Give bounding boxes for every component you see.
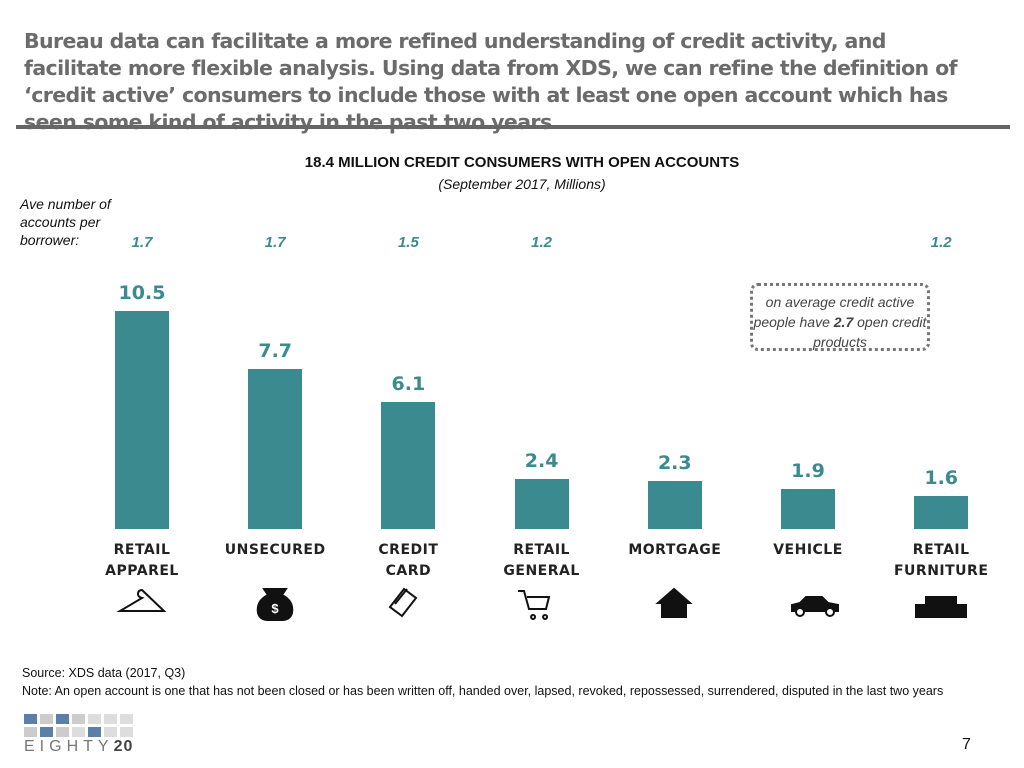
category-label: RETAIL APPAREL	[105, 542, 179, 579]
hanger-icon	[116, 588, 167, 612]
value-label: 2.4	[524, 450, 559, 473]
page-number: 7	[962, 736, 971, 753]
average-label: Ave number of accounts per borrower:	[20, 196, 111, 248]
category-label: VEHICLE	[773, 542, 843, 558]
house-icon	[655, 587, 693, 618]
sofa-icon	[915, 596, 967, 618]
value-label: 7.7	[258, 339, 293, 362]
car-wheel	[795, 607, 805, 617]
category-label: RETAIL GENERAL	[503, 542, 580, 579]
icons: $	[116, 587, 967, 621]
note: Note: An open account is one that has no…	[22, 684, 944, 698]
category-label: UNSECURED	[224, 542, 326, 558]
value-label: 1.6	[924, 466, 959, 489]
bar	[381, 402, 436, 529]
logo-number: 20	[113, 738, 134, 755]
value-label: 2.3	[657, 452, 692, 475]
value-label: 10.5	[118, 281, 166, 304]
category-label: MORTGAGE	[628, 542, 722, 558]
slide-title: Bureau data can facilitate a more refine…	[24, 29, 958, 134]
money-icon	[256, 588, 294, 621]
callout-text: on average credit active people have	[753, 294, 915, 330]
car-wheel	[825, 607, 835, 617]
bar	[115, 310, 169, 529]
chart-title: 18.4 MILLION CREDIT CONSUMERS WITH OPEN …	[304, 154, 740, 171]
category-label: RETAIL FURNITURE	[893, 542, 989, 579]
card-icon	[388, 587, 418, 618]
callout-text: open credit products	[813, 314, 927, 350]
logo-word: EIGHTY	[24, 738, 114, 755]
value-label: 6.1	[391, 373, 426, 396]
logo-text: EIGHTY20	[24, 738, 133, 756]
callout-value: 2.7	[833, 314, 854, 330]
average-value: 1.5	[397, 234, 419, 251]
callout: on average credit active people have 2.7…	[750, 283, 930, 351]
bar	[248, 368, 303, 529]
bar	[514, 479, 569, 529]
average-value: 1.7	[264, 234, 286, 251]
average-value: 1.2	[531, 234, 553, 251]
chart-subtitle: (September 2017, Millions)	[438, 176, 606, 192]
icon-glyph: $	[271, 601, 279, 616]
average-value: 1.7	[131, 234, 153, 251]
divider	[16, 125, 1010, 129]
cart-icon	[518, 590, 551, 620]
bar	[914, 495, 969, 529]
average-value: 1.2	[930, 234, 952, 251]
bar	[647, 481, 702, 529]
bar	[781, 489, 835, 529]
value-label: 1.9	[791, 460, 825, 483]
category-label: CREDIT CARD	[378, 542, 439, 579]
car-icon	[791, 596, 839, 612]
logo-mark	[24, 714, 133, 737]
source: Source: XDS data (2017, Q3)	[22, 666, 186, 680]
